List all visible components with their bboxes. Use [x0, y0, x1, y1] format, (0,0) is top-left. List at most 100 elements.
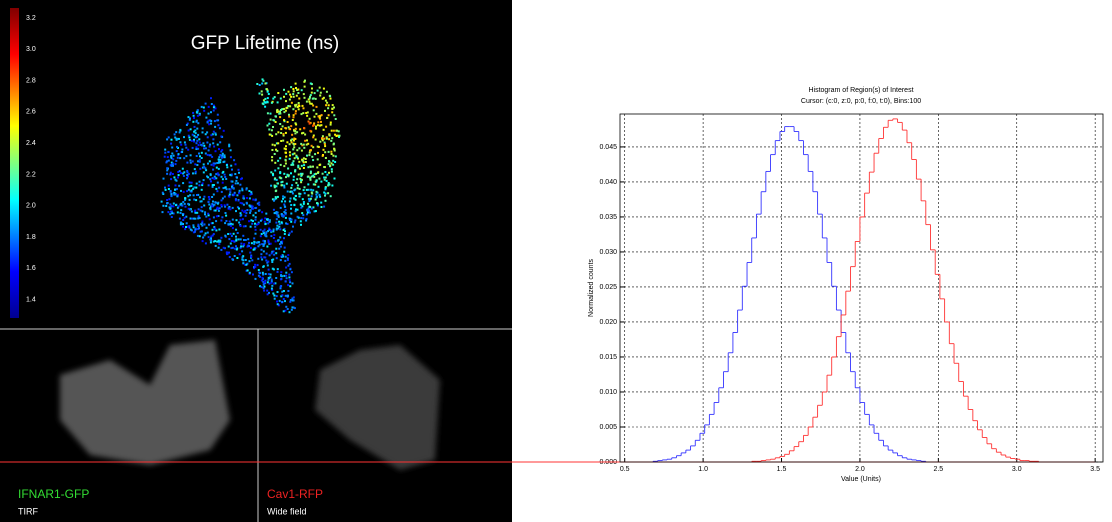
pixel: [171, 212, 174, 215]
pixel: [233, 240, 236, 243]
pixel: [303, 146, 306, 149]
pixel: [207, 149, 210, 152]
pixel: [188, 198, 191, 201]
pixel: [292, 90, 295, 93]
pixel: [260, 279, 263, 282]
pixel: [320, 114, 323, 117]
pixel: [302, 157, 305, 160]
pixel: [278, 220, 281, 223]
pixel: [210, 111, 212, 114]
pixel: [323, 176, 326, 179]
pixel: [275, 228, 278, 231]
pixel: [276, 149, 279, 152]
pixel: [294, 210, 297, 213]
pixel: [216, 181, 219, 184]
x-tick-label: 3.5: [1090, 466, 1100, 473]
pixel: [175, 204, 177, 207]
pixel: [212, 200, 214, 203]
pixel: [186, 190, 189, 193]
pixel: [270, 101, 273, 104]
pixel: [333, 106, 335, 109]
pixel: [214, 150, 217, 153]
pixel: [197, 215, 200, 218]
pixel: [202, 198, 205, 201]
pixel: [239, 201, 242, 204]
pixel: [305, 143, 308, 146]
pixel: [163, 155, 166, 158]
pixel: [277, 159, 280, 162]
pixel: [221, 197, 224, 200]
pixel: [290, 230, 293, 233]
pixel: [248, 220, 251, 223]
pixel: [250, 191, 253, 194]
pixel: [292, 299, 295, 302]
pixel: [293, 143, 296, 146]
pixel: [256, 202, 259, 205]
pixel: [271, 250, 274, 253]
pixel: [213, 209, 216, 212]
pixel: [199, 209, 202, 212]
colorbar-label: 1.6: [26, 265, 36, 272]
pixel: [264, 282, 267, 285]
pixel: [250, 204, 253, 207]
pixel: [297, 166, 300, 169]
pixel: [299, 192, 302, 195]
pixel: [300, 164, 303, 167]
pixel: [286, 121, 289, 123]
pixel: [231, 218, 234, 221]
pixel: [276, 111, 279, 114]
pixel: [306, 114, 309, 117]
colorbar-label: 3.2: [26, 15, 36, 22]
pixel: [288, 262, 291, 265]
pixel: [297, 216, 300, 219]
pixel: [332, 154, 335, 157]
pixel: [265, 259, 268, 262]
pixel: [162, 177, 165, 180]
pixel: [227, 223, 230, 226]
pixel: [251, 222, 254, 225]
pixel: [200, 206, 203, 209]
pixel: [169, 213, 172, 216]
pixel: [284, 148, 287, 151]
pixel: [212, 109, 215, 112]
pixel: [262, 283, 265, 286]
pixel: [275, 211, 278, 213]
pixel: [221, 149, 224, 151]
pixel: [253, 237, 256, 240]
pixel: [274, 169, 277, 172]
pixel: [285, 305, 288, 308]
pixel: [201, 127, 204, 130]
pixel: [186, 161, 189, 164]
pixel: [288, 98, 291, 101]
pixel: [271, 149, 274, 151]
pixel: [182, 175, 185, 177]
pixel: [234, 198, 237, 201]
pixel: [312, 109, 315, 112]
pixel: [276, 291, 279, 293]
pixel: [283, 203, 286, 206]
pixel: [231, 240, 234, 242]
pixel: [191, 217, 193, 220]
pixel: [302, 131, 305, 134]
pixel: [217, 158, 220, 161]
pixel: [299, 220, 302, 223]
pixel: [219, 158, 222, 161]
pixel: [290, 186, 293, 189]
pixel: [272, 237, 275, 239]
pixel: [281, 242, 283, 245]
pixel: [275, 221, 278, 224]
pixel: [334, 161, 337, 163]
pixel: [323, 137, 326, 140]
pixel: [287, 105, 290, 107]
pixel: [166, 138, 169, 141]
x-tick-label: 0.5: [620, 466, 630, 473]
pixel: [259, 235, 262, 238]
pixel: [315, 125, 317, 128]
pixel: [206, 120, 209, 123]
pixel: [312, 124, 315, 127]
pixel: [285, 182, 288, 185]
pixel: [200, 151, 203, 154]
pixel: [253, 266, 256, 268]
pixel: [187, 195, 190, 198]
pixel: [321, 172, 324, 175]
